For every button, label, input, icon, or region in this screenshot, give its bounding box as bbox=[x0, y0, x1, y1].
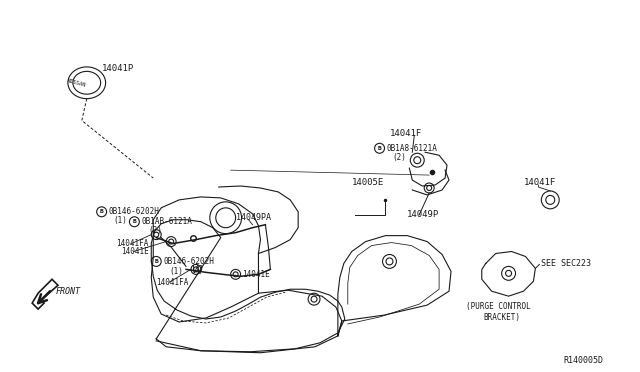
Text: B: B bbox=[378, 146, 381, 151]
Text: 14005E: 14005E bbox=[352, 177, 384, 186]
Text: 0B146-6202H: 0B146-6202H bbox=[163, 257, 214, 266]
Text: B: B bbox=[132, 219, 136, 224]
Text: 14041FA: 14041FA bbox=[156, 278, 189, 287]
Text: 14041P: 14041P bbox=[102, 64, 134, 73]
Text: B: B bbox=[154, 259, 158, 264]
Text: 0B146-6202H: 0B146-6202H bbox=[109, 207, 159, 216]
Text: SEE SEC223: SEE SEC223 bbox=[541, 259, 591, 268]
Text: (2): (2) bbox=[392, 153, 406, 162]
Text: 14041E: 14041E bbox=[243, 270, 270, 279]
Text: 14049P: 14049P bbox=[407, 210, 440, 219]
Text: (2): (2) bbox=[148, 226, 162, 235]
Text: 0B1A8-6121A: 0B1A8-6121A bbox=[387, 144, 437, 153]
Text: 14041F: 14041F bbox=[524, 177, 556, 186]
Text: 0B1AB-6121A: 0B1AB-6121A bbox=[141, 217, 192, 226]
Text: BRACKET): BRACKET) bbox=[484, 312, 521, 321]
Text: B: B bbox=[100, 209, 104, 214]
Text: (1): (1) bbox=[169, 267, 183, 276]
Text: 14041FA: 14041FA bbox=[116, 239, 149, 248]
Text: 14041F: 14041F bbox=[390, 129, 422, 138]
Text: VQ: VQ bbox=[191, 264, 203, 275]
Text: (PURGE CONTROL: (PURGE CONTROL bbox=[466, 302, 531, 311]
Text: 14049PA: 14049PA bbox=[236, 213, 271, 222]
Text: FRONT: FRONT bbox=[56, 287, 81, 296]
Text: R140005D: R140005D bbox=[563, 356, 603, 365]
Text: NISSAN: NISSAN bbox=[67, 78, 87, 88]
Text: (1): (1) bbox=[113, 216, 127, 225]
Text: 14041E: 14041E bbox=[122, 247, 149, 256]
